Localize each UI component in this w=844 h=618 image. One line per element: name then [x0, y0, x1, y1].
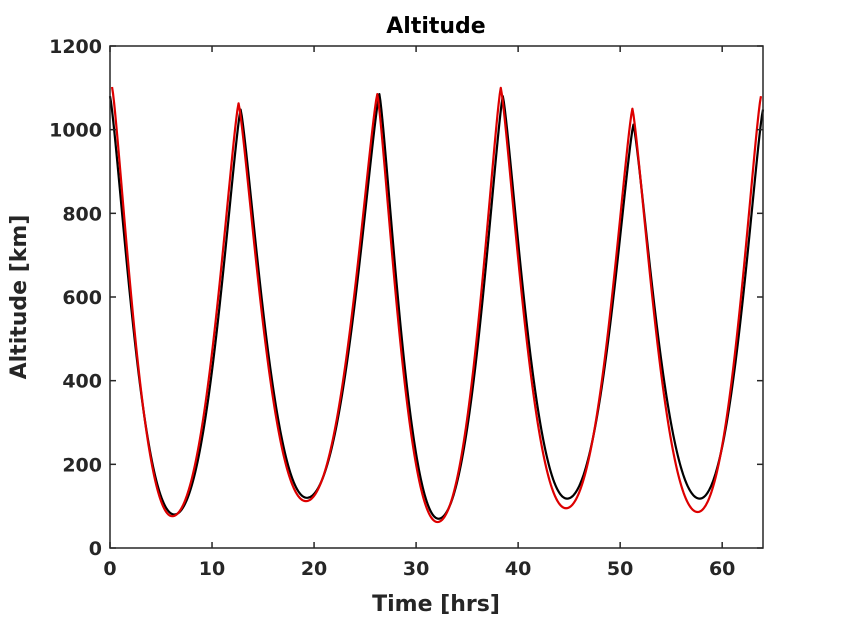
y-tick-label: 0	[89, 538, 102, 560]
x-tick-label: 60	[709, 558, 735, 580]
y-axis-label: Altitude [km]	[7, 215, 32, 380]
series-line-2	[110, 86, 763, 524]
x-tick-label: 10	[199, 558, 225, 580]
x-tick-label: 0	[103, 558, 116, 580]
y-tick-label: 1000	[49, 120, 102, 142]
y-tick-label: 600	[62, 287, 102, 309]
x-tick-label: 30	[403, 558, 429, 580]
y-tick-label: 400	[62, 371, 102, 393]
x-tick-label: 50	[607, 558, 633, 580]
y-tick-label: 800	[62, 203, 102, 225]
plot-frame	[109, 45, 764, 549]
x-axis-label: Time [hrs]	[372, 592, 500, 617]
x-tick-label: 40	[505, 558, 531, 580]
x-tick-label: 20	[301, 558, 327, 580]
y-tick-label: 200	[62, 454, 102, 476]
y-tick-label: 1200	[49, 36, 102, 58]
series-layer	[108, 86, 765, 524]
chart-title: Altitude	[386, 14, 485, 39]
series-line-1	[108, 93, 765, 520]
